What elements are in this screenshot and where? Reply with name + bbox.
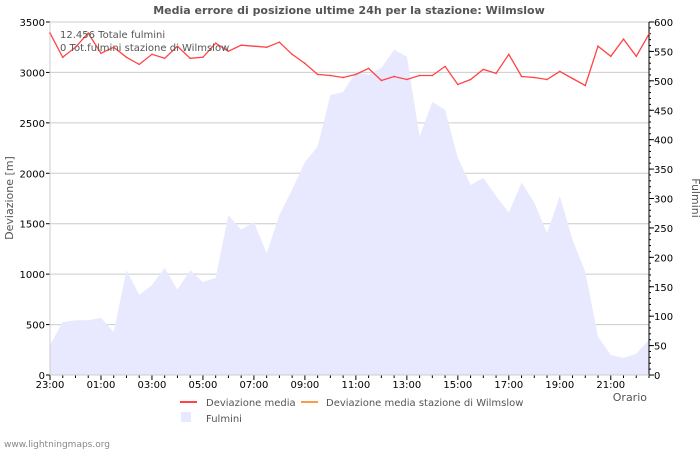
deviazione-point [316, 73, 319, 76]
x-tick-label: 05:00 [189, 380, 218, 391]
y-axis-right-label: Fulmini [689, 178, 700, 218]
deviazione-point [393, 75, 395, 78]
y-right-tick-label: 500 [654, 77, 673, 88]
x-tick-label: 11:00 [341, 380, 370, 391]
deviazione-point [495, 72, 497, 75]
deviazione-point [482, 68, 485, 71]
deviazione-point [125, 56, 128, 59]
deviazione-point [214, 42, 217, 44]
deviazione-point [304, 62, 306, 65]
deviazione-point [138, 63, 141, 66]
y-tick-label: 1000 [20, 270, 45, 281]
legend-fulmini: Fulmini [206, 414, 242, 425]
y-right-tick-label: 50 [654, 342, 667, 353]
y-right-tick-label: 150 [654, 283, 673, 294]
deviazione-point [508, 53, 510, 56]
deviazione-point [609, 55, 612, 58]
y-right-tick-label: 550 [654, 47, 673, 58]
deviazione-point [431, 74, 434, 77]
chart-title: Media errore di posizione ultime 24h per… [153, 4, 545, 17]
deviazione-point [227, 50, 230, 53]
deviazione-point [558, 70, 561, 73]
deviazione-point [189, 57, 191, 60]
y-right-tick-label: 600 [654, 18, 673, 29]
deviazione-point [520, 75, 523, 78]
y-tick-label: 3000 [20, 68, 45, 79]
legend-swatch-fulmini [181, 412, 191, 422]
axes: 0 500 1000 1500 2000 2500 3000 3500 0 50 100 150 200… [20, 18, 674, 391]
y-tick-label: 500 [26, 321, 45, 332]
x-tick-label: 07:00 [240, 380, 269, 391]
deviazione-point [253, 45, 255, 48]
y-right-tick-label: 250 [654, 224, 673, 235]
deviazione-point [202, 56, 204, 59]
deviazione-point [597, 45, 599, 48]
y-tick-label: 1500 [20, 220, 45, 231]
deviazione-point [49, 32, 51, 34]
deviazione-point [100, 52, 102, 55]
legend-stazione: Deviazione media stazione di Wilmslow [326, 398, 523, 409]
deviazione-point [546, 78, 548, 81]
deviazione-point [278, 41, 281, 43]
deviazione-point [635, 55, 638, 58]
deviazione-point [469, 78, 472, 81]
deviazione-point [533, 76, 536, 79]
y-right-tick-label: 450 [654, 106, 673, 117]
y-right-tick-label: 300 [654, 195, 673, 206]
annotation-station: 0 Tot.fulmini stazione di Wilmslow [60, 43, 229, 54]
deviazione-point [444, 65, 446, 68]
y-right-tick-label: 100 [654, 312, 673, 323]
legend-deviazione: Deviazione media [206, 398, 296, 409]
deviazione-point [74, 46, 77, 49]
deviazione-point [380, 79, 383, 82]
deviazione-media-line [49, 32, 650, 87]
deviazione-point [622, 38, 625, 40]
y-right-tick-label: 350 [654, 165, 673, 176]
deviazione-point [61, 56, 64, 59]
deviazione-point [418, 74, 421, 77]
deviazione-point [163, 57, 166, 60]
x-tick-label: 09:00 [290, 380, 319, 391]
deviazione-point [265, 46, 268, 49]
y-tick-label: 2500 [20, 119, 45, 130]
y-tick-label: 3500 [20, 18, 45, 29]
deviazione-point [406, 78, 408, 81]
deviazione-point [291, 53, 293, 56]
deviazione-point [367, 67, 370, 70]
deviazione-point [329, 74, 332, 77]
footer-credit: www.lightningmaps.org [4, 440, 110, 450]
fulmini-area [50, 49, 649, 375]
deviazione-point [151, 53, 153, 56]
deviazione-point [112, 46, 115, 49]
x-tick-label: 01:00 [87, 380, 116, 391]
x-tick-label: 15:00 [443, 380, 472, 391]
x-axis-label: Orario [613, 391, 648, 404]
legend: Deviazione media Deviazione media stazio… [180, 398, 523, 425]
y-right-tick-label: 0 [654, 371, 660, 382]
deviazione-point [457, 83, 459, 86]
x-tick-label: 17:00 [494, 380, 523, 391]
y-right-tick-label: 400 [654, 136, 673, 147]
y-right-tick-label: 200 [654, 253, 673, 264]
deviazione-point [355, 73, 357, 76]
x-tick-label: 03:00 [138, 380, 167, 391]
deviazione-point [342, 76, 344, 79]
deviazione-point [87, 32, 90, 34]
deviazione-point [648, 33, 650, 35]
y-tick-label: 0 [39, 371, 45, 382]
x-tick-label: 19:00 [545, 380, 574, 391]
x-tick-label: 13:00 [392, 380, 421, 391]
deviazione-point [584, 84, 587, 87]
x-tick-label: 23:00 [36, 380, 65, 391]
deviazione-point [571, 77, 574, 80]
annotation-total: 12.456 Totale fulmini [60, 30, 165, 41]
deviazione-point [240, 44, 242, 46]
x-tick-label: 21:00 [596, 380, 625, 391]
y-axis-label: Deviazione [m] [3, 156, 16, 240]
deviazione-point [176, 45, 179, 48]
y-tick-label: 2000 [20, 169, 45, 180]
